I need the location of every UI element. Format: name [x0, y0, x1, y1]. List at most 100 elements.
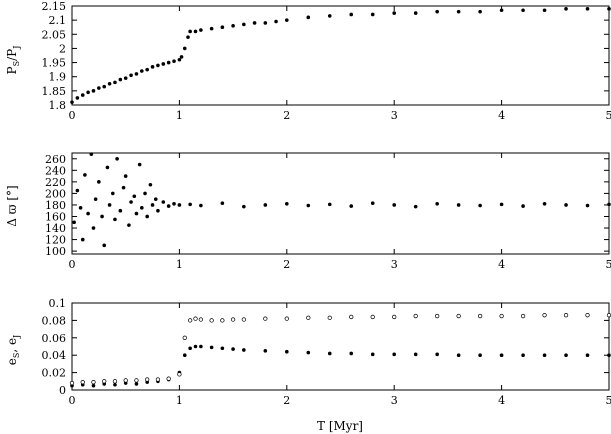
- data-point: [132, 194, 137, 199]
- x-axis-label: T [Myr]: [317, 419, 363, 433]
- data-point: [80, 93, 85, 97]
- data-point: [231, 24, 235, 28]
- data-point: [134, 72, 139, 76]
- data-point: [177, 203, 182, 207]
- data-point: [585, 353, 590, 358]
- data-point: [107, 81, 112, 86]
- data-point: [478, 9, 482, 14]
- data-point: [585, 203, 590, 208]
- data-point: [499, 353, 504, 358]
- data-point-open: [477, 313, 483, 319]
- data-point: [72, 220, 76, 225]
- data-point: [306, 15, 311, 20]
- data-point: [220, 25, 225, 30]
- data-point: [285, 201, 289, 206]
- x-tick-label: 4: [498, 109, 505, 122]
- data-point: [263, 349, 268, 353]
- data-point-open: [80, 380, 85, 385]
- data-point: [209, 345, 214, 350]
- data-point: [392, 352, 397, 357]
- data-point-open: [435, 313, 440, 319]
- data-point: [150, 65, 155, 69]
- data-point: [199, 28, 203, 32]
- data-point: [182, 353, 187, 358]
- y-tick-label: 160: [45, 210, 66, 223]
- data-point: [435, 352, 439, 357]
- data-point: [392, 11, 397, 15]
- data-point: [193, 344, 198, 349]
- data-point-open: [220, 318, 225, 323]
- data-point: [172, 59, 176, 63]
- panel-eccentricity: 0 1 2 3 4 5 0 0.02 0.04 0.06 0.08 0.1 eS, eJ T [Myr…: [5, 297, 611, 433]
- data-point: [220, 201, 225, 206]
- data-point: [115, 156, 119, 161]
- data-point: [327, 202, 332, 207]
- y-tick-label: 2.1: [49, 14, 67, 27]
- data-point-open: [327, 315, 332, 320]
- x-tick-label: 3: [391, 109, 398, 122]
- data-point: [134, 382, 139, 386]
- data-point: [413, 204, 418, 209]
- data-point-open: [499, 313, 504, 319]
- data-point: [607, 202, 611, 207]
- x-tick-label: 2: [283, 258, 290, 271]
- data-point-open: [456, 313, 461, 319]
- data-point-open: [542, 313, 547, 318]
- y-axis-label-eccentricity: eS, eJ: [5, 335, 21, 366]
- data-point: [209, 26, 214, 31]
- y-tick-label: 2: [59, 42, 66, 55]
- data-point: [166, 204, 171, 208]
- data-point: [145, 67, 149, 72]
- data-point: [86, 90, 90, 95]
- y-tick-label: 0.06: [42, 332, 67, 345]
- y-tick-label: 100: [45, 245, 66, 258]
- data-point: [83, 173, 87, 177]
- data-point: [285, 18, 289, 22]
- data-point: [413, 11, 418, 15]
- data-point-open: [145, 377, 150, 382]
- data-point: [86, 211, 90, 216]
- data-point: [542, 8, 547, 13]
- y-tick-label: 0.1: [49, 297, 67, 310]
- data-point: [263, 21, 268, 25]
- data-point: [91, 383, 96, 388]
- data-point: [242, 348, 246, 352]
- data-point: [102, 243, 107, 248]
- y-tick-label: 180: [45, 199, 66, 212]
- data-point: [231, 347, 235, 351]
- data-point: [542, 201, 547, 206]
- data-point: [123, 174, 128, 178]
- data-point: [140, 206, 144, 210]
- data-point: [242, 204, 246, 209]
- y-tick-label: 1.95: [42, 57, 67, 70]
- data-point: [413, 352, 418, 357]
- data-point: [370, 352, 375, 357]
- data-point: [153, 197, 158, 201]
- x-tick-label: 2: [283, 109, 290, 122]
- x-tick-label: 1: [176, 258, 183, 271]
- data-point: [113, 217, 117, 222]
- data-point: [172, 201, 176, 206]
- data-point: [80, 237, 85, 242]
- x-tick-label: 3: [391, 258, 398, 271]
- data-point: [252, 21, 257, 25]
- data-point: [161, 200, 166, 204]
- data-point: [129, 73, 133, 78]
- data-point: [499, 202, 504, 207]
- data-point: [148, 182, 153, 187]
- data-point: [91, 226, 96, 230]
- x-tick-label: 5: [606, 109, 611, 122]
- data-point: [143, 191, 147, 196]
- data-point: [118, 77, 123, 82]
- data-point-open: [102, 379, 107, 384]
- data-point: [100, 214, 104, 219]
- plot-frame: [71, 5, 610, 106]
- data-point-open: [177, 372, 182, 377]
- y-tick-label: 140: [45, 222, 66, 235]
- data-point: [186, 35, 190, 39]
- data-point-open: [263, 316, 268, 321]
- data-point: [150, 203, 155, 207]
- data-point-open: [91, 380, 96, 385]
- data-point: [456, 9, 461, 14]
